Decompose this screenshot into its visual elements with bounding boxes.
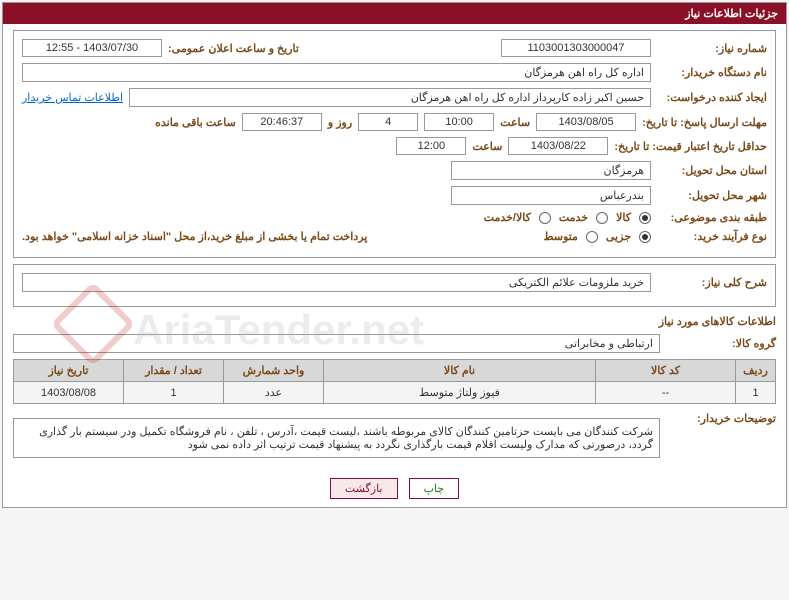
cat-goods-label: کالا xyxy=(616,211,631,224)
page-title: جزئیات اطلاعات نیاز xyxy=(3,3,786,24)
goods-group-label: گروه کالا: xyxy=(666,337,776,350)
province-value: هرمزگان xyxy=(451,161,651,180)
time-label-1: ساعت xyxy=(500,116,530,129)
announce-value: 1403/07/30 - 12:55 xyxy=(22,39,162,57)
remaining-label: ساعت باقی مانده xyxy=(155,116,236,129)
back-button[interactable]: بازگشت xyxy=(330,478,398,499)
th-row: ردیف xyxy=(736,360,776,382)
radio-both[interactable] xyxy=(539,212,551,224)
general-desc-value: خرید ملزومات علائم الکتریکی xyxy=(22,273,651,292)
purchase-type-label: نوع فرآیند خرید: xyxy=(657,230,767,243)
pt-medium-label: متوسط xyxy=(543,230,578,243)
deadline-label: مهلت ارسال پاسخ: تا تاریخ: xyxy=(642,116,767,129)
goods-section-title: اطلاعات کالاهای مورد نیاز xyxy=(13,315,776,328)
goods-group-value: ارتباطی و مخابراتی xyxy=(13,334,660,353)
cell-date: 1403/08/08 xyxy=(14,382,124,404)
th-code: کد کالا xyxy=(596,360,736,382)
radio-medium[interactable] xyxy=(586,231,598,243)
cell-name: فیوز ولتاژ متوسط xyxy=(324,382,596,404)
deadline-time: 10:00 xyxy=(424,113,494,131)
th-name: نام کالا xyxy=(324,360,596,382)
th-qty: تعداد / مقدار xyxy=(124,360,224,382)
validity-time: 12:00 xyxy=(396,137,466,155)
payment-note: پرداخت تمام یا بخشی از مبلغ خرید،از محل … xyxy=(22,230,367,243)
buyer-org-label: نام دستگاه خریدار: xyxy=(657,66,767,79)
general-desc-label: شرح کلی نیاز: xyxy=(657,276,767,289)
explain-label: توضیحات خریدار: xyxy=(666,412,776,425)
validity-label: حداقل تاریخ اعتبار قیمت: تا تاریخ: xyxy=(614,140,767,153)
category-label: طبقه بندی موضوعی: xyxy=(657,211,767,224)
goods-table: ردیف کد کالا نام کالا واحد شمارش تعداد /… xyxy=(13,359,776,404)
req-no-value: 1103001303000047 xyxy=(501,39,651,57)
countdown: 20:46:37 xyxy=(242,113,322,131)
creator-value: حسین اکبر زاده کارپرداز اداره کل راه اهن… xyxy=(129,88,651,107)
province-label: استان محل تحویل: xyxy=(657,164,767,177)
th-date: تاریخ نیاز xyxy=(14,360,124,382)
radio-partial[interactable] xyxy=(639,231,651,243)
days-word: روز و xyxy=(328,116,352,129)
buyer-org-value: اداره کل راه اهن هرمزگان xyxy=(22,63,651,82)
deadline-date: 1403/08/05 xyxy=(536,113,636,131)
cell-qty: 1 xyxy=(124,382,224,404)
cat-both-label: کالا/خدمت xyxy=(484,211,531,224)
validity-date: 1403/08/22 xyxy=(508,137,608,155)
announce-label: تاریخ و ساعت اعلان عمومی: xyxy=(168,42,299,55)
req-no-label: شماره نیاز: xyxy=(657,42,767,55)
cat-service-label: خدمت xyxy=(559,211,588,224)
city-value: بندرعباس xyxy=(451,186,651,205)
cell-unit: عدد xyxy=(224,382,324,404)
radio-goods[interactable] xyxy=(639,212,651,224)
th-unit: واحد شمارش xyxy=(224,360,324,382)
print-button[interactable]: چاپ xyxy=(409,478,460,499)
days-between: 4 xyxy=(358,113,418,131)
contact-link[interactable]: اطلاعات تماس خریدار xyxy=(22,91,123,104)
table-row: 1 -- فیوز ولتاژ متوسط عدد 1 1403/08/08 xyxy=(14,382,776,404)
time-label-2: ساعت xyxy=(472,140,502,153)
cell-code: -- xyxy=(596,382,736,404)
city-label: شهر محل تحویل: xyxy=(657,189,767,202)
pt-partial-label: جزیی xyxy=(606,230,631,243)
creator-label: ایجاد کننده درخواست: xyxy=(657,91,767,104)
radio-service[interactable] xyxy=(596,212,608,224)
explain-text: شرکت کنندگان می بایست حزتامین کنندگان کا… xyxy=(13,418,660,458)
cell-rownum: 1 xyxy=(736,382,776,404)
